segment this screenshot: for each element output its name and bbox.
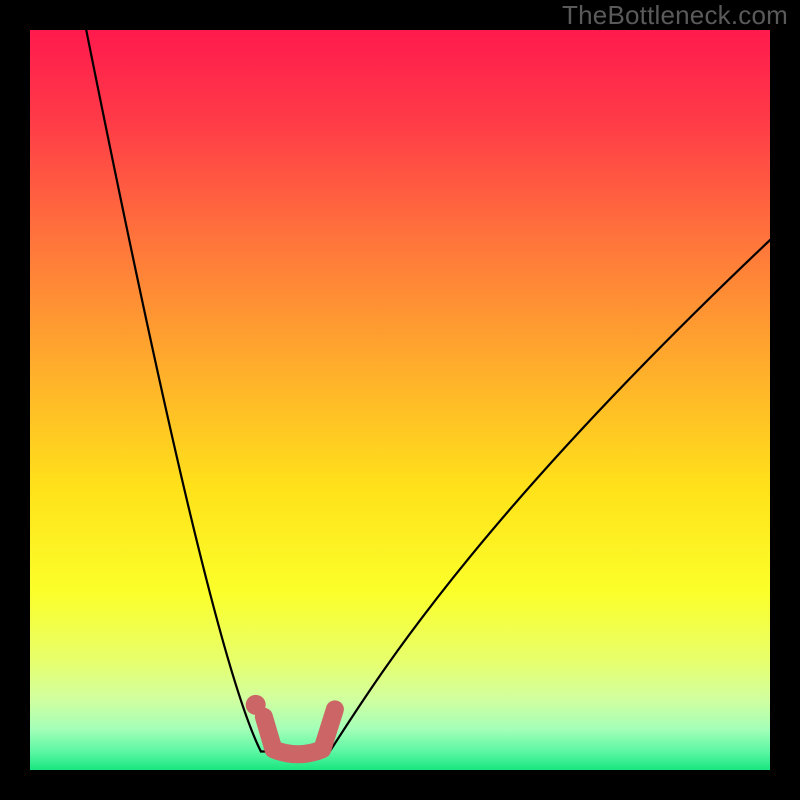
chart-svg: [0, 0, 800, 800]
chart-stage: TheBottleneck.com: [0, 0, 800, 800]
plot-background-gradient: [30, 30, 770, 770]
watermark-text: TheBottleneck.com: [562, 0, 788, 31]
bottom-dot-marker: [246, 695, 266, 715]
